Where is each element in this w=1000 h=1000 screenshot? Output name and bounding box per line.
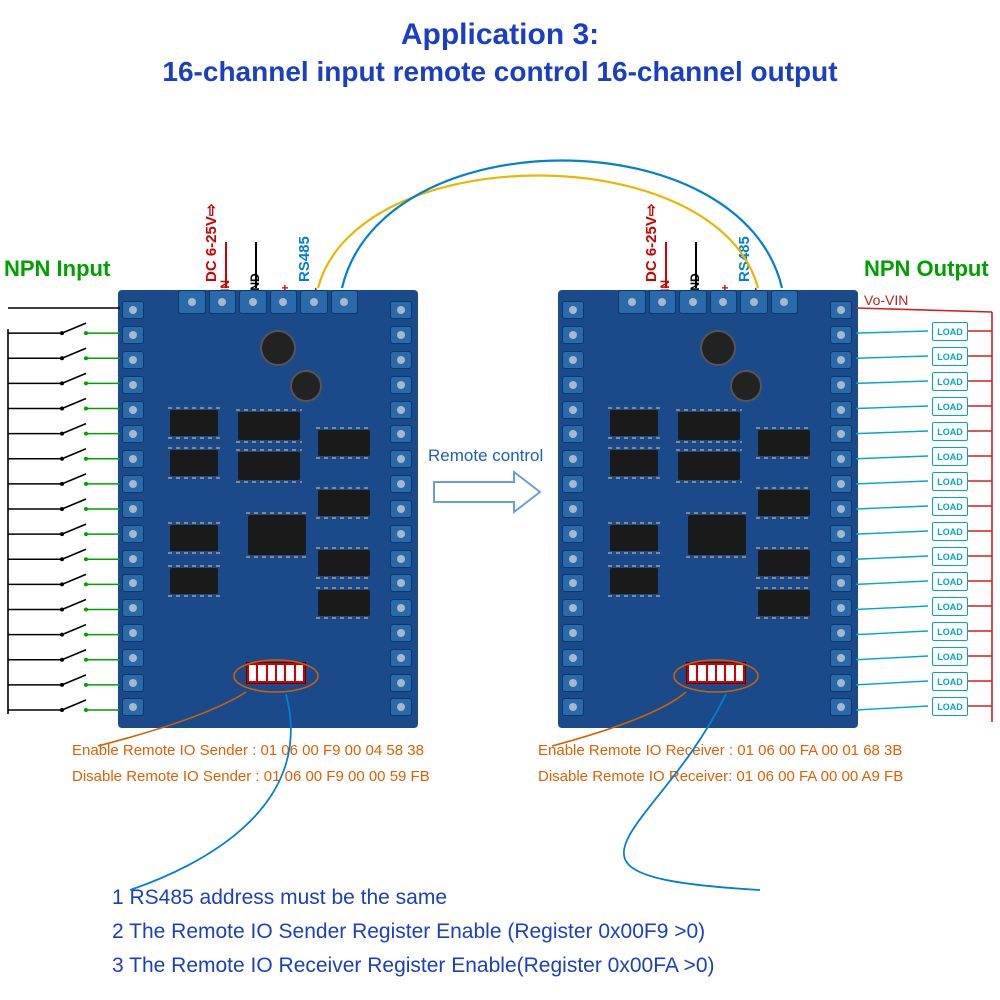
cmd-sender-enable: Enable Remote IO Sender : 01 06 00 F9 00… xyxy=(72,742,424,759)
note-2: 2 The Remote IO Sender Register Enable (… xyxy=(112,920,705,944)
load-box: LOAD xyxy=(932,322,968,341)
load-box: LOAD xyxy=(932,447,968,466)
load-column: LOAD LOAD LOAD LOAD LOAD LOAD LOAD LOAD LOAD LOAD… xyxy=(932,322,968,716)
load-box: LOAD xyxy=(932,347,968,366)
load-box: LOAD xyxy=(932,672,968,691)
npn-output-label: NPN Output xyxy=(864,256,989,282)
title-block: Application 3: 16-channel input remote c… xyxy=(0,0,1000,88)
load-box: LOAD xyxy=(932,372,968,391)
note-1: 1 RS485 address must be the same xyxy=(112,886,447,910)
load-box: LOAD xyxy=(932,522,968,541)
npn-input-label: NPN Input xyxy=(4,256,110,282)
remote-arrow-icon xyxy=(432,470,542,514)
load-box: LOAD xyxy=(932,397,968,416)
receiver-board xyxy=(558,290,858,728)
load-box: LOAD xyxy=(932,572,968,591)
cmd-receiver-disable: Disable Remote IO Receiver: 01 06 00 FA … xyxy=(538,768,903,785)
cmd-sender-disable: Disable Remote IO Sender : 01 06 00 F9 0… xyxy=(72,768,430,785)
load-box: LOAD xyxy=(932,422,968,441)
load-box: LOAD xyxy=(932,497,968,516)
load-box: LOAD xyxy=(932,622,968,641)
load-box: LOAD xyxy=(932,697,968,716)
vo-vin-label: Vo-VIN xyxy=(864,292,908,308)
load-box: LOAD xyxy=(932,647,968,666)
load-box: LOAD xyxy=(932,547,968,566)
title-line2: 16-channel input remote control 16-chann… xyxy=(0,56,1000,88)
load-box: LOAD xyxy=(932,597,968,616)
remote-control-label: Remote control xyxy=(428,446,543,466)
note-3: 3 The Remote IO Receiver Register Enable… xyxy=(112,954,715,978)
load-box: LOAD xyxy=(932,472,968,491)
sender-board xyxy=(118,290,418,728)
cmd-receiver-enable: Enable Remote IO Receiver : 01 06 00 FA … xyxy=(538,742,902,759)
title-line1: Application 3: xyxy=(0,18,1000,52)
